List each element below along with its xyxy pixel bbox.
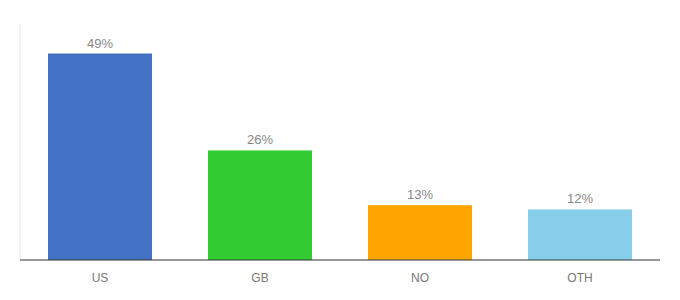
x-tick-label: OTH	[567, 271, 592, 285]
bars	[48, 54, 632, 261]
bar	[528, 209, 632, 260]
y-range-line	[20, 24, 21, 260]
bar	[208, 150, 312, 260]
data-label: 49%	[87, 36, 113, 51]
chart: 49% 26% 13% 12% US GB NO OTH	[0, 0, 680, 300]
x-tick-label: GB	[251, 271, 268, 285]
bar	[368, 205, 472, 260]
x-axis-line	[20, 260, 660, 261]
data-label: 26%	[247, 132, 273, 147]
x-tick-label: NO	[411, 271, 429, 285]
bar	[48, 54, 152, 261]
data-label: 12%	[567, 191, 593, 206]
data-label: 13%	[407, 187, 433, 202]
chart-holder: 49% 26% 13% 12% US GB NO OTH	[0, 0, 680, 300]
x-tick-label: US	[92, 271, 109, 285]
